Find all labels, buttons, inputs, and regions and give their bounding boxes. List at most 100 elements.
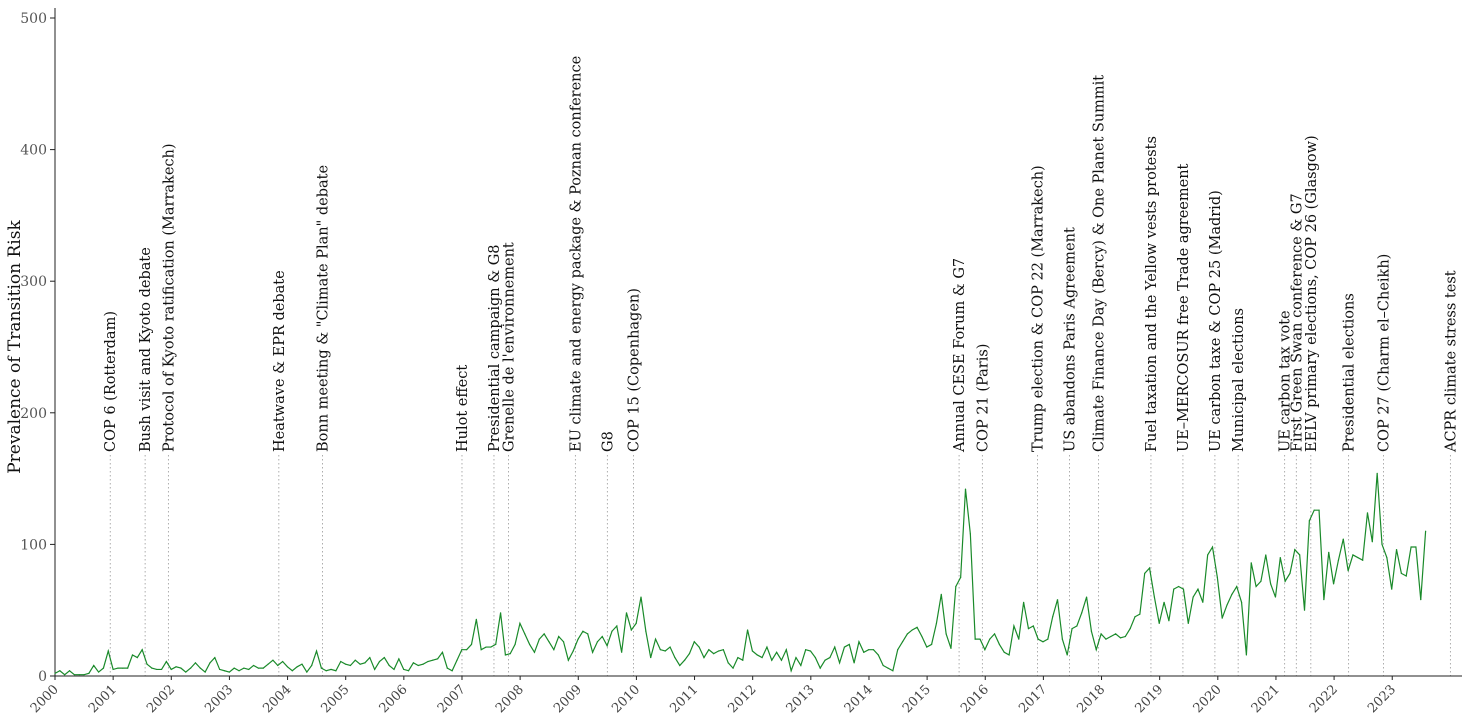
- data-point: [228, 671, 230, 673]
- data-point: [461, 649, 463, 651]
- data-point: [160, 668, 163, 671]
- data-point: [984, 649, 986, 651]
- data-point: [1042, 641, 1044, 643]
- event-label: Presidential campaign & G8: [487, 244, 503, 452]
- data-point: [1081, 612, 1083, 614]
- x-tick-label: 2000: [28, 682, 62, 713]
- data-point: [679, 664, 681, 667]
- data-point: [127, 667, 129, 669]
- data-point: [1139, 613, 1141, 615]
- x-tick-label: 2005: [319, 682, 353, 713]
- data-point: [1085, 596, 1088, 598]
- data-point: [606, 645, 608, 647]
- data-point: [596, 641, 599, 643]
- event-label: ACPR climate stress test: [1443, 270, 1459, 453]
- data-point: [199, 667, 201, 669]
- data-point: [611, 630, 613, 632]
- data-point: [422, 663, 424, 665]
- event-label: Annual CESE Forum & G7: [952, 258, 968, 453]
- event-label: G8: [600, 431, 616, 452]
- data-point: [761, 656, 763, 659]
- data-point: [1425, 530, 1427, 532]
- data-point: [364, 662, 366, 664]
- data-point: [751, 650, 754, 652]
- data-point: [1202, 601, 1204, 603]
- data-point: [272, 659, 274, 661]
- data-point: [960, 576, 962, 578]
- data-point: [1395, 549, 1398, 551]
- data-point: [73, 674, 75, 676]
- data-point: [529, 643, 531, 646]
- data-point: [1405, 575, 1407, 577]
- data-point: [1211, 546, 1214, 548]
- data-point: [1100, 633, 1102, 635]
- data-point: [204, 671, 206, 673]
- data-point: [1187, 622, 1189, 624]
- data-point: [776, 651, 778, 653]
- data-point: [374, 668, 376, 671]
- data-point: [383, 656, 385, 659]
- data-point: [1308, 520, 1310, 522]
- data-point: [543, 633, 545, 635]
- y-tick-label: 0: [38, 669, 47, 685]
- data-point: [906, 633, 908, 635]
- x-tick-label: 2020: [1191, 682, 1225, 713]
- data-point: [156, 668, 158, 671]
- data-point: [616, 625, 618, 627]
- data-point: [819, 667, 821, 669]
- data-point: [814, 656, 816, 659]
- data-point: [1240, 601, 1243, 603]
- data-point: [1376, 472, 1378, 474]
- data-point: [1342, 538, 1344, 540]
- data-point: [1047, 638, 1049, 640]
- data-point: [1226, 604, 1228, 606]
- data-point: [1182, 588, 1185, 590]
- data-point: [403, 668, 405, 671]
- data-point: [495, 643, 497, 646]
- y-tick-label: 200: [20, 406, 47, 422]
- data-point: [1265, 554, 1267, 556]
- data-point: [446, 667, 448, 669]
- data-point: [732, 667, 734, 669]
- data-point: [524, 633, 526, 635]
- x-tick-label: 2018: [1074, 682, 1108, 713]
- data-point: [97, 671, 100, 673]
- x-tick-label: 2019: [1132, 682, 1166, 713]
- data-point: [165, 660, 167, 663]
- data-point: [1134, 616, 1136, 618]
- data-point: [1207, 554, 1209, 556]
- data-point: [102, 667, 105, 669]
- data-point: [1299, 554, 1301, 556]
- data-point: [1236, 585, 1238, 588]
- data-point: [829, 656, 831, 659]
- data-point: [441, 651, 444, 653]
- data-point: [490, 646, 492, 648]
- event-label: Bush visit and Kyoto debate: [138, 247, 154, 452]
- data-point: [809, 650, 812, 652]
- data-point: [868, 649, 870, 651]
- data-point: [1381, 543, 1383, 546]
- data-point: [998, 643, 1001, 646]
- data-point: [635, 622, 637, 624]
- data-point: [1362, 559, 1364, 561]
- data-point: [897, 649, 899, 651]
- event-label: COP 21 (Paris): [975, 344, 991, 452]
- x-tick-label: 2015: [900, 682, 934, 713]
- data-point: [219, 668, 221, 671]
- event-label: Bonn meeting & "Climate Plan" debate: [315, 165, 331, 452]
- data-point: [562, 641, 565, 643]
- data-point: [882, 664, 884, 667]
- data-point: [1037, 638, 1039, 640]
- data-point: [233, 667, 235, 669]
- data-point: [771, 659, 773, 661]
- data-point: [964, 488, 967, 490]
- data-point: [417, 664, 419, 667]
- data-point: [277, 664, 279, 667]
- data-point: [485, 646, 487, 648]
- event-label: UE–MERCOSUR free Trade agreement: [1176, 163, 1192, 452]
- data-point: [582, 630, 584, 632]
- data-point: [1400, 572, 1402, 574]
- data-point: [698, 646, 700, 648]
- event-label: UE carbon tax vote: [1278, 310, 1294, 452]
- data-point: [1129, 628, 1131, 630]
